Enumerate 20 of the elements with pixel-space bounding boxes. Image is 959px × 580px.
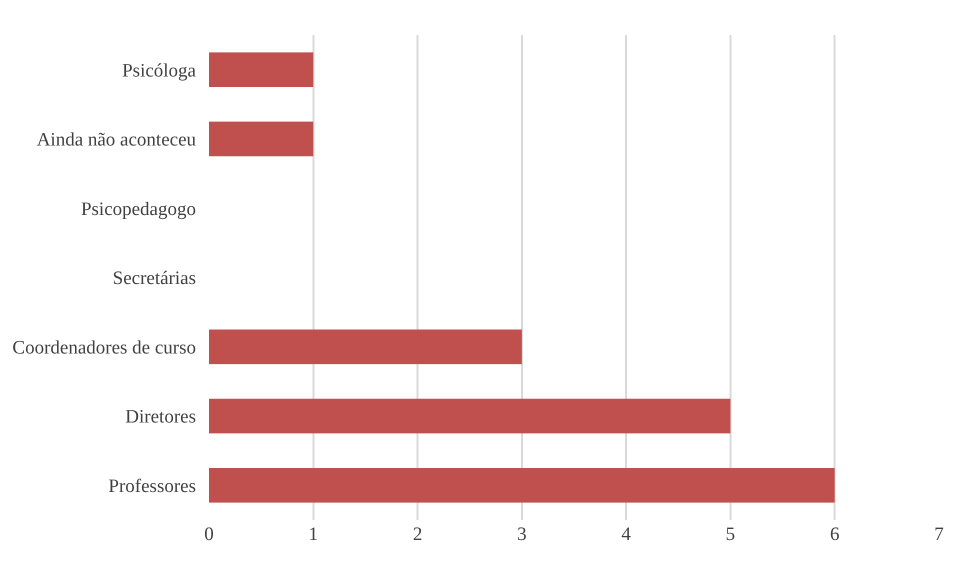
bar	[209, 329, 522, 364]
x-tick-label: 6	[830, 524, 840, 545]
x-tick-label: 1	[308, 524, 318, 545]
y-tick-label: Diretores	[125, 406, 196, 428]
bar	[209, 52, 314, 87]
bar	[209, 122, 314, 156]
y-tick-label: Psicóloga	[122, 60, 197, 82]
x-tick-label: 0	[204, 524, 214, 545]
bar	[209, 398, 730, 434]
bar	[209, 468, 835, 503]
x-tick-label: 7	[934, 524, 944, 545]
y-tick-label: Professores	[108, 476, 196, 498]
y-tick-label: Ainda não aconteceu	[36, 130, 196, 151]
x-tick-label: 5	[726, 524, 736, 545]
x-tick-label: 3	[517, 524, 527, 545]
y-tick-label: Secretárias	[112, 268, 196, 290]
x-tick-label: 4	[621, 524, 632, 545]
y-tick-label: Coordenadores de curso	[12, 337, 196, 358]
y-tick-label: Psicopedagogo	[80, 198, 196, 220]
x-tick-label: 2	[412, 524, 422, 545]
